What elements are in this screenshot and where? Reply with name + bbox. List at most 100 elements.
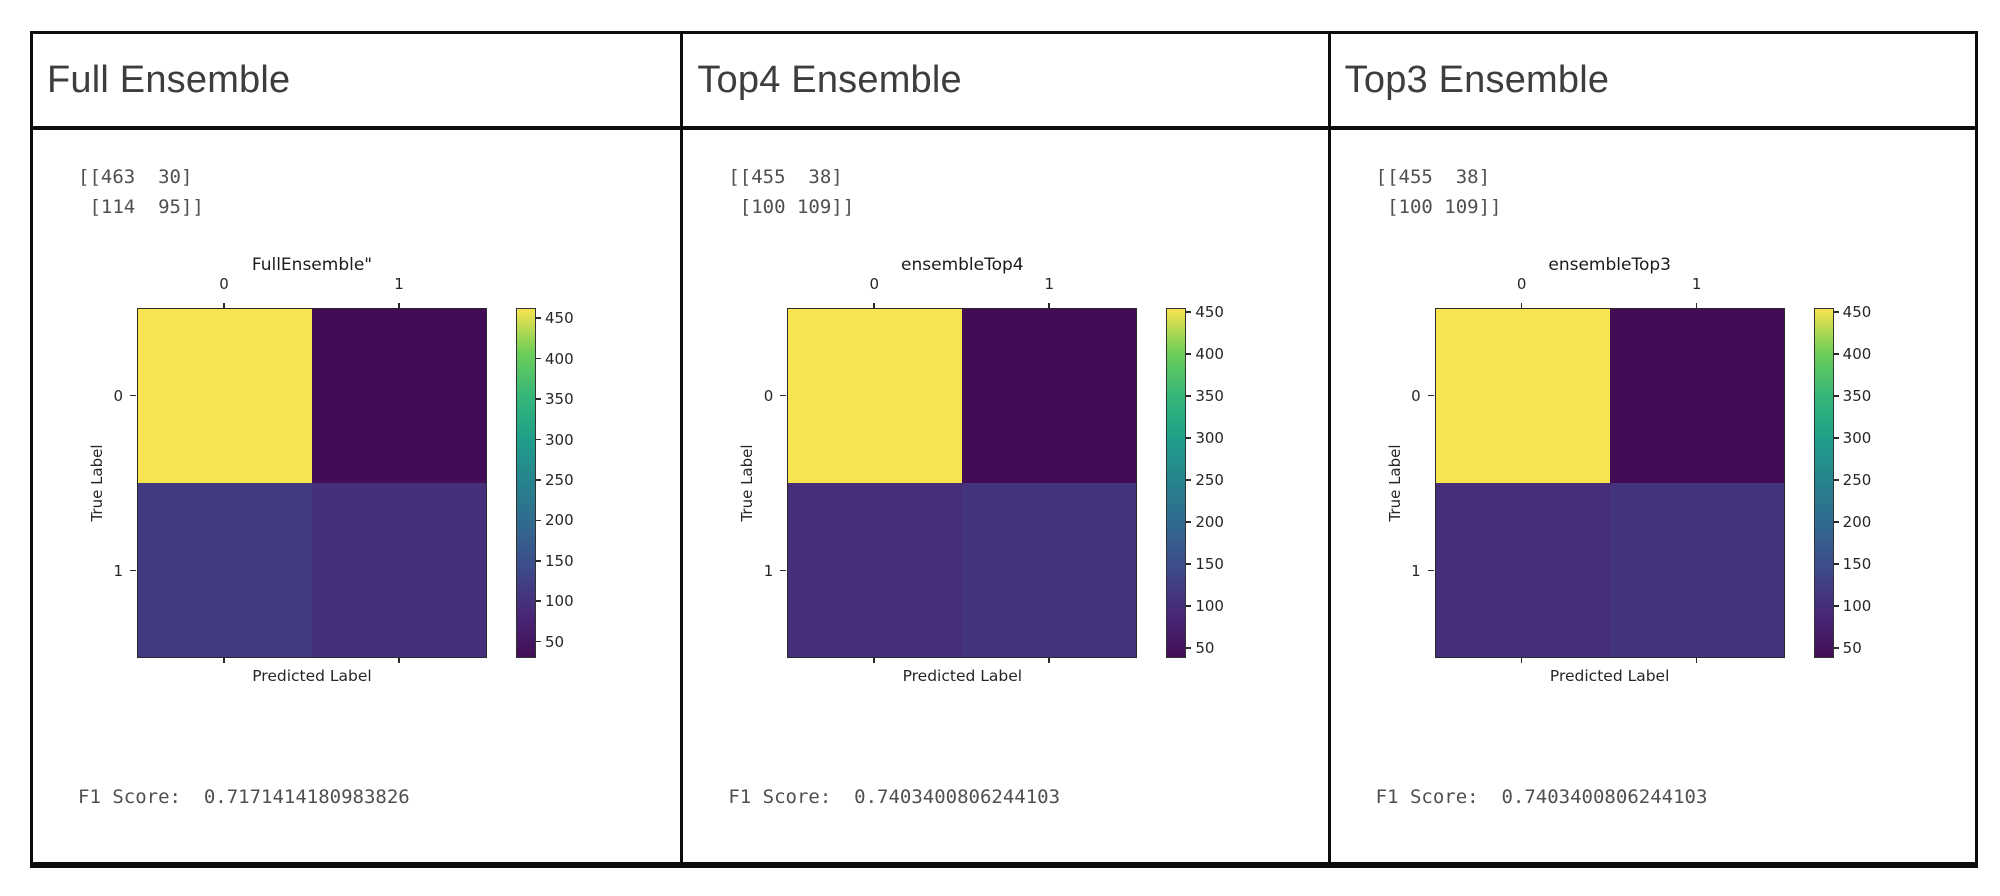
column-header-top3-ensemble: Top3 Ensemble [1327, 34, 1975, 130]
bottom-tick-mark [223, 657, 225, 663]
y-tick-label: 1 [1411, 561, 1421, 580]
x-tick-label: 1 [1691, 274, 1702, 293]
heatmap-cell [1435, 308, 1610, 483]
colorbar-tick-label: 200 [545, 511, 574, 530]
colorbar-tick-mark [536, 317, 541, 320]
colorbar-tick-label: 300 [545, 430, 574, 449]
colorbar-tick-mark [1186, 604, 1192, 607]
bottom-tick-mark [398, 657, 400, 663]
colorbar-tick-label: 150 [1195, 554, 1224, 573]
y-axis-label: True Label [1385, 444, 1404, 522]
heatmap-cell [962, 482, 1137, 657]
score-lines: F1 Score: 0.7171414180983826 Precision S… [78, 715, 680, 862]
colorbar-tick-label: 450 [1195, 302, 1224, 321]
x-axis-label: Predicted Label [1549, 666, 1670, 685]
y-axis-label: True Label [738, 444, 757, 522]
colorbar-tick-label: 300 [1195, 428, 1224, 447]
colorbar-tick-label: 50 [545, 632, 565, 651]
left-tick-mark [1427, 394, 1434, 397]
column-body-top4-ensemble: [[455 38] [100 109]] ensembleTop4 0 1 0 … [680, 130, 1327, 862]
colorbar-tick-mark [1833, 437, 1839, 439]
heatmap-plot [1434, 307, 1785, 658]
colorbar-tick-label: 350 [1195, 386, 1224, 405]
colorbar-tick-label: 200 [1842, 512, 1872, 531]
colorbar-tick-label: 150 [1842, 554, 1872, 573]
left-tick-mark [1427, 569, 1434, 572]
f1-score-line: F1 Score: 0.7403400806244103 [728, 786, 1061, 809]
score-lines: F1 Score: 0.7403400806244103 Precision S… [728, 715, 1327, 862]
bottom-tick-mark [1048, 657, 1050, 663]
colorbar-tick-label: 350 [545, 390, 574, 409]
confusion-matrix-figure: ensembleTop3 0 1 0 1 True Label Predicte… [1385, 254, 1949, 697]
top-tick-mark [1048, 302, 1050, 308]
colorbar-tick-label: 100 [1842, 596, 1872, 615]
top-tick-mark [1520, 302, 1523, 308]
colorbar [1166, 307, 1187, 658]
x-tick-label: 0 [1516, 274, 1527, 293]
x-tick-label: 1 [394, 274, 404, 293]
x-tick-label: 0 [869, 274, 880, 293]
heatmap-cell [962, 308, 1137, 483]
confusion-matrix-figure: FullEnsemble" 0 1 0 1 True Label Predict… [88, 254, 651, 697]
left-tick-mark [130, 569, 136, 572]
colorbar-tick-mark [536, 640, 541, 643]
left-tick-mark [130, 394, 136, 397]
colorbar-tick-mark [536, 519, 541, 522]
colorbar-tick-mark [1186, 646, 1192, 649]
header-label: Top3 Ensemble [1344, 58, 1610, 101]
colorbar-tick-label: 250 [1842, 470, 1872, 489]
colorbar-tick-mark [1186, 395, 1192, 397]
colorbar-tick-mark [536, 559, 541, 562]
colorbar [516, 307, 536, 658]
colorbar-tick-mark [1833, 521, 1839, 523]
column-header-full-ensemble: Full Ensemble [33, 34, 681, 130]
colorbar-tick-mark [1186, 353, 1192, 355]
colorbar-tick-label: 50 [1195, 638, 1215, 657]
colorbar-tick-mark [536, 357, 541, 360]
colorbar-tick-mark [1186, 311, 1192, 313]
top-tick-mark [398, 302, 400, 308]
heatmap-cell [138, 482, 312, 657]
heatmap-cell [788, 308, 963, 483]
bottom-tick-mark [1520, 657, 1523, 663]
colorbar-tick-mark [536, 600, 541, 602]
chart-title: ensembleTop3 [1548, 254, 1671, 275]
colorbar-tick-label: 400 [1195, 344, 1224, 363]
x-axis-label: Predicted Label [252, 666, 372, 685]
colorbar-tick-mark [1833, 604, 1839, 607]
f1-score-line: F1 Score: 0.7171414180983826 [78, 786, 410, 809]
colorbar-tick-label: 450 [1842, 302, 1872, 321]
colorbar-tick-mark [536, 479, 541, 481]
score-lines: F1 Score: 0.7403400806244103 Precision S… [1376, 715, 1975, 862]
colorbar-tick-mark [1186, 437, 1192, 439]
colorbar-tick-mark [1833, 479, 1839, 481]
y-tick-label: 0 [1411, 386, 1421, 405]
chart-title: FullEnsemble" [251, 254, 373, 275]
confusion-matrix-text: [[463 30] [114 95]] [78, 166, 204, 219]
results-table: Full Ensemble Top4 Ensemble Top3 Ensembl… [30, 31, 1978, 868]
colorbar [1813, 307, 1834, 658]
colorbar-tick-mark [1186, 562, 1192, 565]
confusion-matrix-figure: ensembleTop4 0 1 0 1 True Label Predicte… [738, 255, 1301, 697]
y-axis-label: True Label [88, 444, 106, 522]
header-label: Top4 Ensemble [697, 58, 962, 101]
colorbar-tick-mark [1833, 353, 1839, 355]
confusion-matrix-text: [[455 38] [100 109]] [728, 166, 855, 219]
column-body-full-ensemble: [[463 30] [114 95]] FullEnsemble" 0 1 0 … [33, 130, 680, 862]
heatmap-cell [1609, 308, 1784, 483]
colorbar-tick-label: 50 [1842, 638, 1862, 657]
colorbar-tick-label: 400 [545, 349, 574, 368]
colorbar-tick-label: 250 [545, 470, 574, 489]
bottom-tick-mark [873, 657, 875, 663]
top-tick-mark [1695, 302, 1698, 308]
x-axis-label: Predicted Label [902, 666, 1023, 685]
heatmap-cell [312, 308, 486, 483]
colorbar-tick-label: 450 [545, 309, 574, 328]
colorbar-tick-mark [1186, 479, 1192, 481]
column-body-top3-ensemble: [[455 38] [100 109]] ensembleTop3 0 1 0 … [1327, 130, 1975, 862]
colorbar-tick-mark [1186, 521, 1192, 523]
colorbar-tick-mark [536, 398, 541, 400]
colorbar-tick-mark [1833, 311, 1839, 313]
confusion-matrix-text: [[455 38] [100 109]] [1375, 166, 1502, 219]
